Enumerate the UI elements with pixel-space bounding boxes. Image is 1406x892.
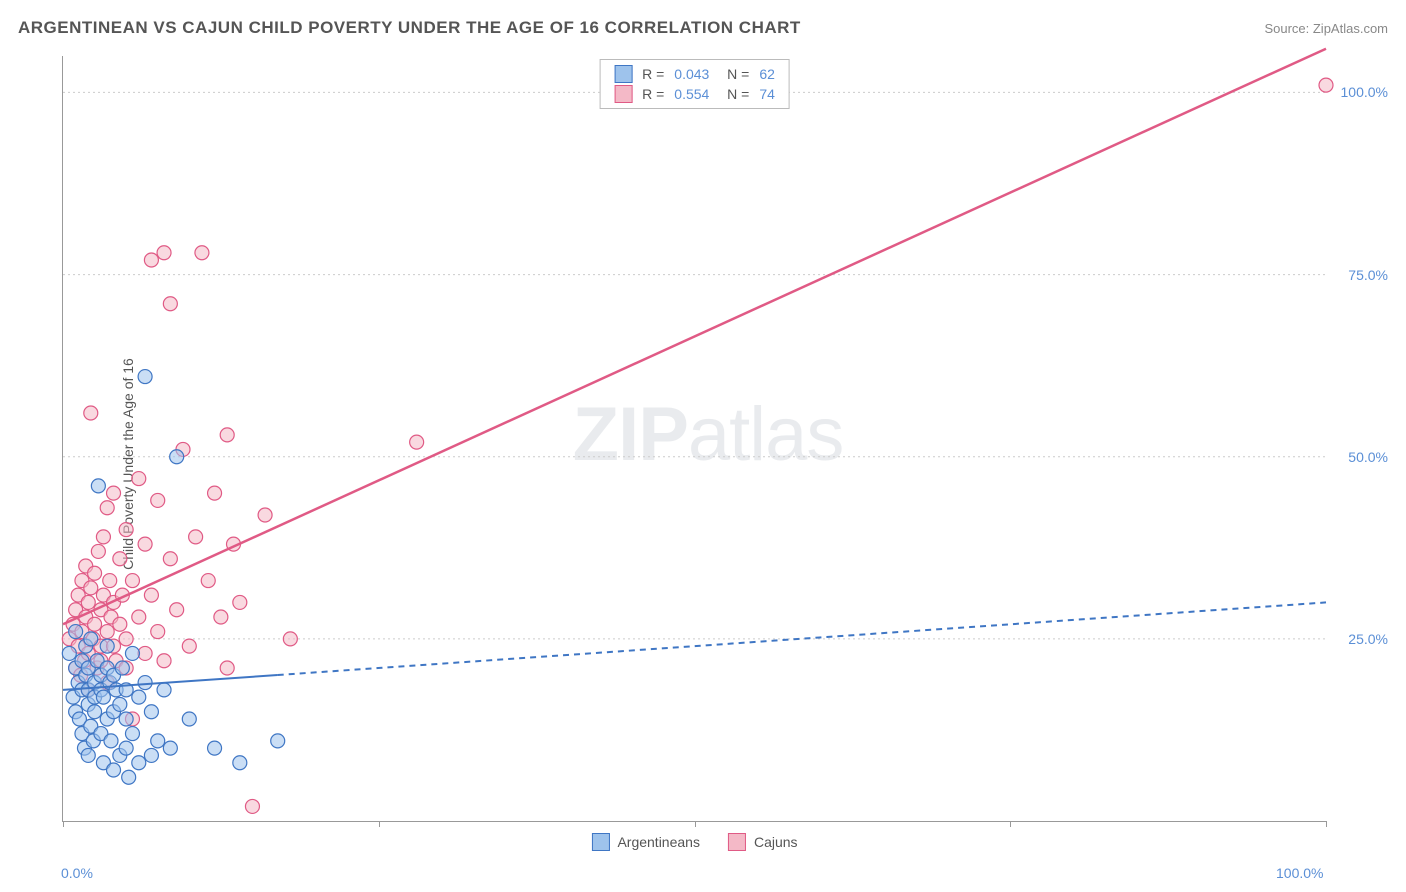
- y-tick-label: 25.0%: [1348, 631, 1388, 647]
- x-tick: [695, 821, 696, 827]
- y-tick-label: 50.0%: [1348, 449, 1388, 465]
- x-tick: [63, 821, 64, 827]
- x-tick-label: 100.0%: [1276, 865, 1323, 881]
- legend-r-value-1: 0.554: [674, 86, 709, 102]
- plot-area: ZIPatlas R = 0.043 N = 62 R = 0.554 N = …: [62, 56, 1326, 822]
- legend-swatch-0: [614, 65, 632, 83]
- legend-series: Argentineans Cajuns: [591, 833, 797, 851]
- chart-source: Source: ZipAtlas.com: [1264, 21, 1388, 36]
- y-tick-label: 100.0%: [1341, 84, 1388, 100]
- legend-stats: R = 0.043 N = 62 R = 0.554 N = 74: [599, 59, 790, 109]
- legend-item-1: Cajuns: [728, 833, 798, 851]
- legend-n-value-0: 62: [759, 66, 775, 82]
- x-tick: [1326, 821, 1327, 827]
- chart-svg: [63, 56, 1326, 821]
- legend-r-label: R =: [642, 86, 664, 102]
- legend-n-label: N =: [719, 66, 749, 82]
- legend-bottom-swatch-0: [591, 833, 609, 851]
- legend-r-label: R =: [642, 66, 664, 82]
- chart-header: ARGENTINEAN VS CAJUN CHILD POVERTY UNDER…: [18, 18, 1388, 38]
- plot-container: Child Poverty Under the Age of 16 ZIPatl…: [32, 56, 1396, 872]
- x-tick: [379, 821, 380, 827]
- legend-swatch-1: [614, 85, 632, 103]
- legend-stats-row-0: R = 0.043 N = 62: [600, 64, 789, 84]
- legend-n-label: N =: [719, 86, 749, 102]
- legend-r-value-0: 0.043: [674, 66, 709, 82]
- legend-stats-row-1: R = 0.554 N = 74: [600, 84, 789, 104]
- legend-bottom-swatch-1: [728, 833, 746, 851]
- legend-label-1: Cajuns: [754, 834, 798, 850]
- legend-label-0: Argentineans: [617, 834, 700, 850]
- legend-item-0: Argentineans: [591, 833, 700, 851]
- x-tick: [1010, 821, 1011, 827]
- chart-title: ARGENTINEAN VS CAJUN CHILD POVERTY UNDER…: [18, 18, 801, 38]
- legend-n-value-1: 74: [759, 86, 775, 102]
- x-tick-label: 0.0%: [61, 865, 93, 881]
- y-tick-label: 75.0%: [1348, 267, 1388, 283]
